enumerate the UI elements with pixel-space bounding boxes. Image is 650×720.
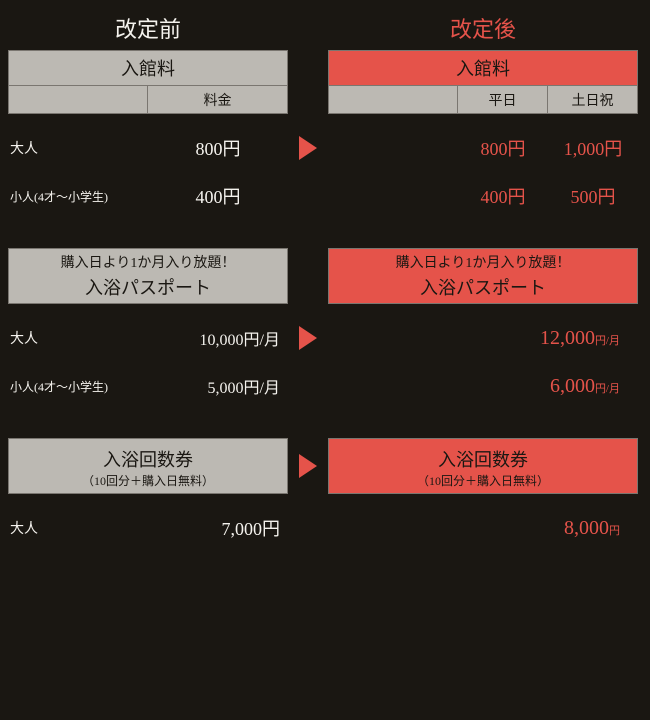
section-admission: 入館料 料金 入館料 平日 土日祝 大人 800円 bbox=[8, 50, 642, 220]
top-labels: 改定前 改定後 bbox=[8, 12, 642, 44]
section-coupon: 入浴回数券 （10回分＋購入日無料） 入浴回数券 （10回分＋購入日無料） 大人… bbox=[8, 438, 642, 552]
hdr-coupon-after: 入浴回数券 （10回分＋購入日無料） bbox=[328, 438, 638, 494]
arrow-icon bbox=[299, 326, 317, 350]
passport-sub-before: 購入日より1か月入り放題！ bbox=[61, 252, 236, 272]
sub-price-left: 料金 bbox=[148, 86, 288, 114]
coupon-sub-before: （10回分＋購入日無料） bbox=[82, 472, 214, 489]
pp-adult-before: 10,000円/月 bbox=[128, 326, 288, 350]
sub-blank-right bbox=[328, 86, 458, 114]
price-adult-wk: 800円 bbox=[458, 135, 548, 161]
sub-holiday: 土日祝 bbox=[548, 86, 638, 114]
cat-child: 小人(4才～小学生) bbox=[8, 188, 148, 205]
passport-title-after: 入浴パスポート bbox=[420, 274, 546, 300]
sub-weekday: 平日 bbox=[458, 86, 548, 114]
price-adult-before: 800円 bbox=[148, 135, 288, 161]
hdr-coupon-before: 入浴回数券 （10回分＋購入日無料） bbox=[8, 438, 288, 494]
arrow-icon bbox=[299, 454, 317, 478]
cp-adult-before: 7,000円 bbox=[128, 515, 288, 541]
pp-child-after: 6,000円/月 bbox=[328, 375, 638, 398]
hdr-passport-before: 購入日より1か月入り放題！ 入浴パスポート bbox=[8, 248, 288, 304]
passport-sub-after: 購入日より1か月入り放題！ bbox=[396, 252, 571, 272]
sub-blank-left bbox=[8, 86, 148, 114]
price-adult-hol: 1,000円 bbox=[548, 135, 638, 161]
pp-adult-after: 12,000円/月 bbox=[328, 327, 638, 350]
cp-cat-adult: 大人 bbox=[8, 518, 128, 538]
price-child-hol: 500円 bbox=[548, 183, 638, 209]
hdr-admission-before: 入館料 bbox=[8, 50, 288, 86]
coupon-title-after: 入浴回数券 bbox=[438, 446, 528, 472]
cp-adult-after: 8,000円 bbox=[328, 517, 638, 540]
hdr-passport-after: 購入日より1か月入り放題！ 入浴パスポート bbox=[328, 248, 638, 304]
coupon-title-before: 入浴回数券 bbox=[103, 446, 193, 472]
price-child-wk: 400円 bbox=[458, 183, 548, 209]
label-after: 改定後 bbox=[328, 12, 638, 44]
pp-child-before: 5,000円/月 bbox=[128, 374, 288, 398]
arrow-icon bbox=[299, 136, 317, 160]
label-before: 改定前 bbox=[8, 12, 288, 44]
coupon-sub-after: （10回分＋購入日無料） bbox=[417, 472, 549, 489]
hdr-admission-after: 入館料 bbox=[328, 50, 638, 86]
passport-title-before: 入浴パスポート bbox=[85, 274, 211, 300]
pp-cat-adult: 大人 bbox=[8, 328, 128, 348]
pp-cat-child: 小人(4才～小学生) bbox=[8, 378, 128, 395]
price-child-before: 400円 bbox=[148, 183, 288, 209]
cat-adult: 大人 bbox=[8, 138, 148, 158]
section-passport: 購入日より1か月入り放題！ 入浴パスポート 購入日より1か月入り放題！ 入浴パス… bbox=[8, 248, 642, 410]
